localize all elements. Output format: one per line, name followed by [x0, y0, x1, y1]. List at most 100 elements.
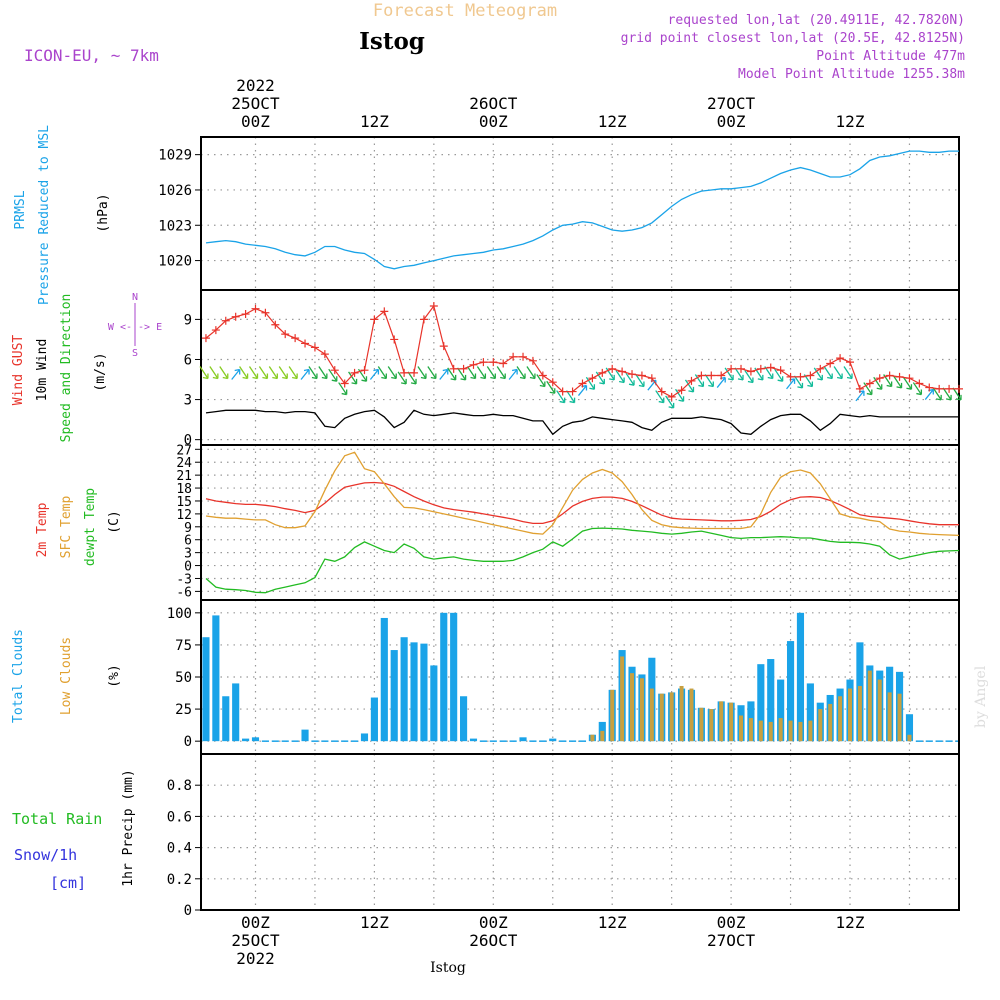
wind-arrow-shaft — [902, 376, 912, 390]
wind-arrow-head — [341, 389, 348, 396]
wind-arrow-shaft — [369, 369, 379, 380]
wind-arrow-head — [262, 373, 269, 380]
low-cloud-bar — [679, 685, 684, 742]
gust-point — [855, 384, 864, 393]
wind-arrow-head — [212, 373, 219, 380]
temp-2m-series-line — [205, 481, 959, 526]
wind-arrow-head — [727, 374, 734, 381]
gust-point — [846, 358, 855, 367]
wind-arrow-head — [906, 384, 913, 390]
gust-point — [667, 392, 676, 401]
gust-point — [419, 315, 428, 324]
wind-arrow-shaft — [308, 366, 318, 379]
gust-point — [548, 378, 557, 387]
total-cloud-bar — [786, 641, 795, 742]
wind-arrow-head — [361, 376, 368, 382]
point-altitude: Point Altitude 477m — [816, 49, 965, 64]
wind-arrow-shaft — [566, 390, 576, 403]
gust-point — [806, 371, 815, 380]
total-cloud-bar — [380, 617, 388, 742]
gust-point — [201, 334, 210, 343]
grid-coords: grid point closest lon,lat (20.5E, 42.81… — [621, 31, 965, 46]
total-cloud-bar — [390, 650, 398, 742]
wind-arrow-head — [638, 381, 645, 388]
wind-arrow-shaft — [823, 366, 833, 379]
wind-arrow-shaft — [595, 371, 605, 385]
wind-arrow-shaft — [704, 374, 714, 387]
low-cloud-bar — [649, 688, 654, 742]
wind-arrow-head — [846, 373, 853, 380]
ytick-label: 25 — [175, 702, 192, 718]
wind-arrow-head — [252, 373, 259, 380]
gust-point — [479, 358, 488, 367]
low-cloud-bar — [838, 696, 843, 742]
gust-point — [925, 383, 934, 392]
low-cloud-bar — [630, 673, 635, 742]
wind-arrow-head — [836, 373, 843, 380]
low-cloud-bar — [729, 702, 734, 742]
wind-arrow-head — [373, 368, 380, 375]
wind-arrow-head — [282, 373, 288, 380]
ytick-label: 0 — [184, 734, 192, 750]
total-cloud-bar — [242, 738, 250, 742]
wind-label-10m: 10m Wind — [35, 339, 50, 402]
compass-south: S — [132, 348, 138, 359]
wind-arrow-shaft — [486, 366, 496, 379]
gust-point — [746, 367, 755, 376]
cloud-label-total: Total Clouds — [11, 629, 26, 723]
wind-arrow-head — [945, 394, 952, 401]
wind-arrow-head — [202, 373, 209, 380]
wind-arrow-shaft — [625, 372, 635, 386]
wind-arrow-head — [303, 368, 310, 375]
low-cloud-bar — [857, 685, 862, 742]
gust-point — [281, 330, 290, 339]
wind-arrow-shaft — [417, 366, 427, 379]
low-cloud-bar — [610, 689, 615, 742]
temp-dew-series-line — [205, 527, 960, 594]
gust-point — [945, 384, 954, 393]
gust-point — [350, 368, 359, 377]
wind-arrow-head — [450, 374, 457, 381]
gust-point — [211, 326, 220, 335]
wind-label-direction: Speed and Direction — [59, 294, 74, 443]
wind-arrow-head — [391, 373, 397, 380]
total-cloud-bar — [549, 738, 557, 742]
gust-point — [499, 359, 508, 368]
total-cloud-bar — [796, 612, 805, 742]
ytick-label: 0.4 — [167, 841, 192, 857]
panel-frame — [200, 753, 960, 911]
wind-arrow-head — [658, 397, 665, 404]
time-label-top: 27OCT — [707, 94, 756, 113]
low-cloud-bar — [887, 692, 892, 742]
gust-point — [588, 374, 597, 383]
cloud-label-low: Low Clouds — [59, 637, 74, 715]
wind-arrow-shaft — [526, 366, 536, 379]
model-altitude: Model Point Altitude 1255.38m — [738, 67, 965, 82]
ytick-label: 1029 — [158, 148, 192, 164]
gust-point — [865, 379, 874, 388]
wind-arrow-head — [599, 378, 605, 385]
total-cloud-bar — [232, 683, 240, 742]
precip-label-rain: Total Rain — [12, 810, 102, 828]
gust-point — [915, 379, 924, 388]
wind-arrow-shaft — [427, 366, 437, 379]
gust-point — [459, 364, 468, 373]
wind-arrow-shaft — [377, 366, 387, 379]
gust-point — [786, 372, 795, 381]
time-label-bottom: 25OCT — [231, 931, 280, 950]
gust-point — [766, 363, 775, 372]
wind-arrow-shaft — [546, 380, 556, 394]
wind-arrow-shaft — [397, 371, 407, 385]
wind-arrow-shaft — [496, 366, 506, 379]
low-cloud-bar — [669, 692, 674, 742]
wind-arrow-shaft — [833, 366, 843, 379]
gust-point — [509, 352, 518, 361]
wind-arrow-head — [678, 396, 685, 402]
wind-arrow-shaft — [439, 369, 449, 380]
low-cloud-bar — [848, 688, 853, 742]
gust-point — [360, 366, 369, 375]
wind-arrow-head — [381, 373, 387, 380]
low-cloud-bar — [639, 678, 644, 742]
ytick-label: 0 — [184, 560, 192, 575]
gust-point — [330, 366, 339, 375]
